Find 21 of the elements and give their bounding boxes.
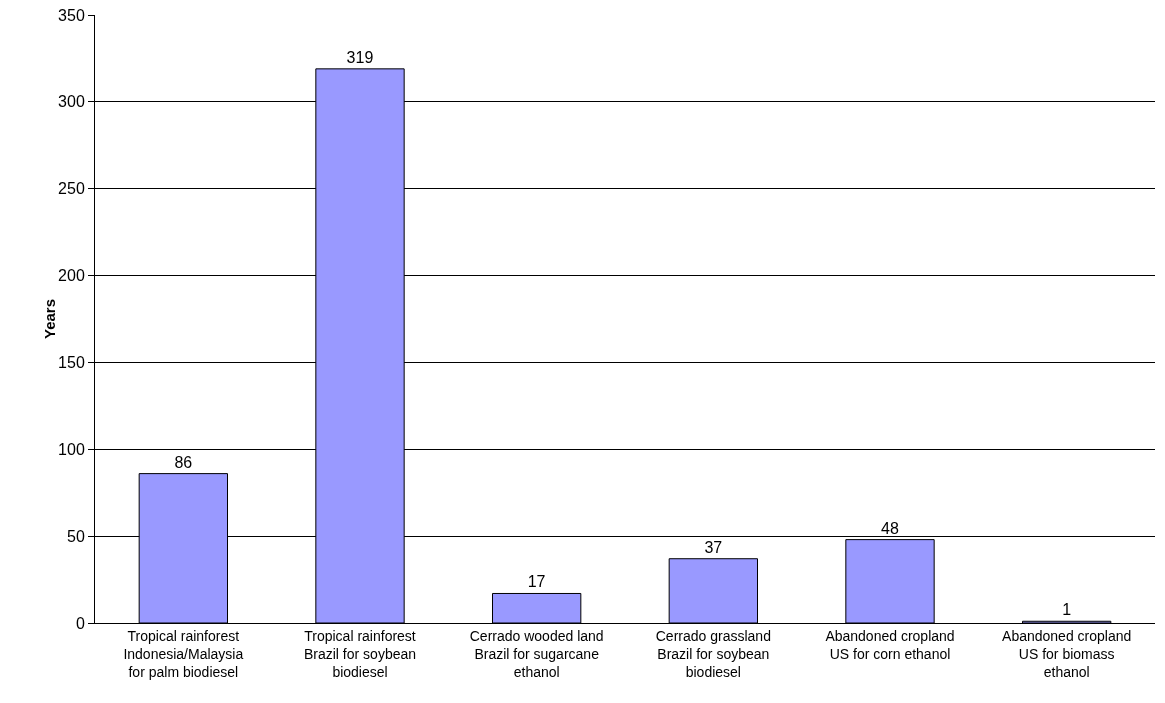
y-tick-label: 250 [58, 180, 85, 198]
y-tick-label: 0 [75, 614, 85, 632]
x-tick-label: Tropical rainforest Indonesia/Malaysia for palm biodiesel [123, 627, 244, 681]
y-tick-label: 350 [58, 6, 85, 24]
data-label: 319 [346, 48, 374, 66]
y-tick-label: 150 [58, 354, 85, 372]
data-label: 17 [527, 573, 546, 591]
data-label: 48 [881, 519, 899, 537]
x-tick-label: Tropical rainforest Brazil for soybean biodiesel [303, 627, 417, 681]
y-tick-label: 100 [58, 440, 85, 458]
data-label: 86 [174, 453, 193, 471]
y-tick-label: 300 [58, 93, 85, 111]
y-tick-label: 50 [67, 527, 85, 545]
data-label: 1 [1062, 601, 1072, 619]
data-label: 37 [704, 538, 723, 556]
x-tick-label: Abandoned cropland US for biomass ethanol [1002, 627, 1132, 681]
x-tick-label: Cerrado wooded land Brazil for sugarcane ethanol [469, 627, 604, 681]
x-tick-label: Abandoned cropland US for corn ethanol [825, 627, 955, 662]
y-tick-label: 200 [58, 267, 85, 285]
y-axis-title: Years [41, 298, 58, 340]
x-tick-label: Cerrado grassland Brazil for soybean biodiesel [655, 627, 771, 681]
